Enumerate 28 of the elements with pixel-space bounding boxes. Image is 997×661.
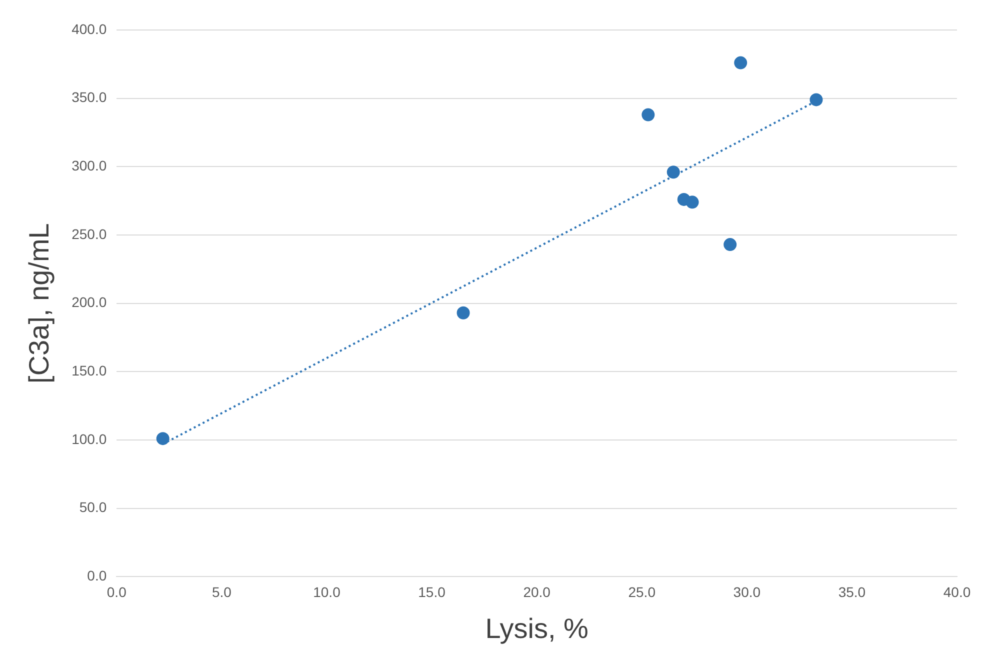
x-tick-label: 0.0: [106, 584, 127, 600]
x-tick-label: 5.0: [212, 584, 232, 600]
y-tick-label: 100.0: [72, 430, 107, 447]
x-tick-label: 35.0: [838, 584, 866, 600]
y-tick-label: 0.0: [87, 567, 107, 584]
y-tick-label: 250.0: [72, 226, 107, 242]
point: [734, 56, 748, 70]
point: [810, 93, 823, 106]
x-tick-label: 25.0: [628, 584, 656, 600]
y-tick-label: 400.0: [72, 20, 107, 37]
x-tick-label: 30.0: [733, 584, 761, 600]
point: [156, 432, 170, 446]
y-tick-label: 200.0: [72, 294, 107, 310]
x-tick-label: 15.0: [418, 584, 446, 600]
y-tick-label: 50.0: [79, 499, 107, 516]
x-tick-label: 20.0: [523, 584, 551, 600]
x-tick-label: 40.0: [943, 584, 971, 600]
point: [686, 196, 699, 209]
point: [724, 238, 737, 252]
y-tick-label: 150.0: [72, 362, 107, 378]
y-axis-title: [C3a], ng/mL: [24, 223, 55, 384]
point: [642, 108, 655, 122]
x-axis-title: Lysis, %: [485, 612, 588, 644]
y-tick-label: 350.0: [72, 89, 107, 106]
x-tick-label: 10.0: [313, 584, 341, 600]
point: [666, 166, 680, 179]
y-tick-label: 300.0: [72, 158, 107, 174]
point: [456, 306, 470, 320]
